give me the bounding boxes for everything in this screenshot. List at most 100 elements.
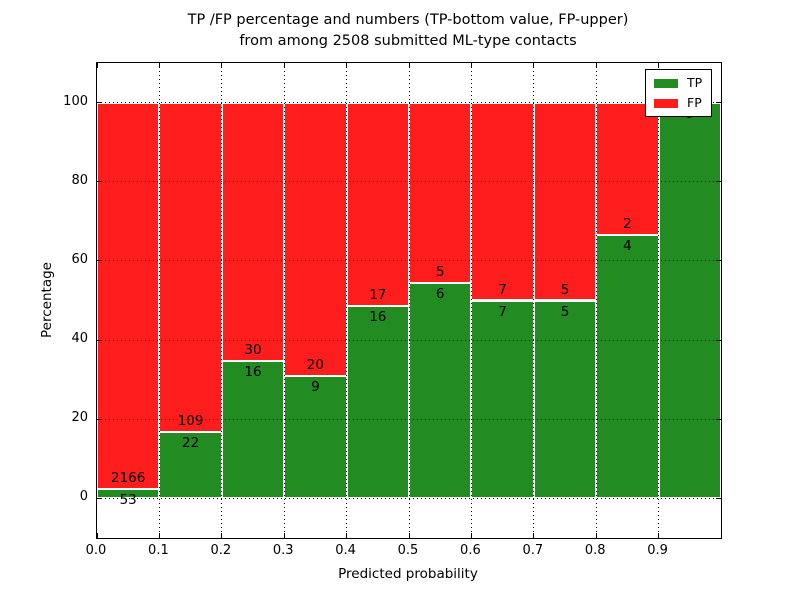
- fp-count-label: 2166: [111, 469, 146, 486]
- tp-count-label: 16: [244, 363, 262, 380]
- fp-count-label: 109: [177, 412, 204, 429]
- x-tick-mark: [470, 533, 472, 538]
- x-tick-label: 0.9: [647, 543, 668, 558]
- y-tick-mark: [97, 339, 102, 341]
- tp-bar-segment: [97, 488, 160, 499]
- tp-count-label: 6: [435, 285, 445, 302]
- x-gridline: [221, 63, 223, 538]
- x-gridline: [595, 63, 597, 538]
- y-tick-label: 0: [79, 489, 88, 505]
- y-tick-mark: [97, 260, 102, 262]
- x-tick-mark: [533, 63, 535, 68]
- legend: TP FP: [645, 69, 713, 117]
- x-gridline: [346, 63, 348, 538]
- x-tick-mark: [658, 63, 660, 68]
- x-tick-label: 0.7: [522, 543, 544, 558]
- tp-count-label: 16: [369, 309, 387, 326]
- x-gridline: [470, 63, 472, 538]
- tp-count-label: 5: [560, 303, 570, 320]
- x-tick-label: 0.1: [148, 543, 169, 558]
- x-tick-mark: [221, 63, 223, 68]
- y-tick-mark: [97, 418, 102, 420]
- legend-item-tp: TP: [654, 76, 702, 90]
- fp-count-label: 7: [498, 281, 507, 298]
- x-tick-label: 0.4: [335, 543, 356, 558]
- fp-bar-segment: [159, 102, 222, 432]
- y-tick-label: 100: [63, 93, 88, 109]
- fp-bar-segment: [409, 102, 472, 283]
- chart-title-line2: from among 2508 submitted ML-type contac…: [239, 33, 577, 49]
- fp-count-label: 5: [560, 281, 570, 298]
- y-tick-mark: [716, 181, 721, 183]
- fp-bar-segment: [533, 102, 597, 301]
- tp-bar-segment: [346, 306, 409, 499]
- y-tick-label: 20: [71, 410, 88, 426]
- fp-bar-segment: [596, 102, 659, 235]
- tp-bar-segment: [596, 234, 659, 499]
- x-tick-mark: [470, 63, 472, 68]
- fp-count-label: 30: [244, 341, 262, 358]
- legend-label-fp: FP: [687, 95, 702, 110]
- x-tick-mark: [96, 533, 98, 538]
- fp-bar-segment: [346, 102, 409, 307]
- legend-item-fp: FP: [654, 96, 702, 110]
- fp-bar-segment: [221, 102, 285, 361]
- tp-bar-segment: [409, 282, 472, 499]
- fp-count-label: 17: [369, 287, 387, 304]
- tp-bar-segment: [471, 300, 534, 499]
- x-tick-label: 0.3: [272, 543, 294, 558]
- tp-bar-segment: [221, 360, 285, 499]
- y-tick-label: 60: [71, 251, 88, 267]
- y-tick-mark: [716, 339, 721, 341]
- x-tick-label: 0.6: [460, 543, 481, 558]
- y-tick-mark: [97, 497, 102, 499]
- tp-count-label: 22: [182, 434, 200, 451]
- x-tick-mark: [346, 533, 348, 538]
- x-gridline: [533, 63, 535, 538]
- chart-title: TP /FP percentage and numbers (TP-bottom…: [96, 10, 720, 52]
- tp-bar-segment: [159, 431, 222, 499]
- x-tick-mark: [158, 63, 160, 68]
- fp-swatch-icon: [654, 98, 678, 108]
- tp-bar-segment: [658, 102, 721, 499]
- tp-count-label: 4: [623, 237, 632, 254]
- fp-bar-segment: [284, 102, 347, 376]
- x-gridline: [158, 63, 160, 538]
- x-tick-mark: [96, 63, 98, 68]
- x-gridline: [658, 63, 660, 538]
- x-tick-label: 0.2: [210, 543, 232, 558]
- x-tick-mark: [346, 63, 348, 68]
- tp-count-label: 9: [311, 378, 320, 395]
- x-tick-mark: [283, 63, 285, 68]
- x-tick-label: 0.0: [85, 543, 107, 558]
- y-tick-label: 80: [71, 172, 88, 188]
- tp-bar-segment: [284, 375, 347, 499]
- y-tick-mark: [716, 497, 721, 499]
- y-tick-mark: [97, 181, 102, 183]
- y-tick-mark: [716, 418, 721, 420]
- x-tick-label: 0.8: [584, 543, 606, 558]
- tp-count-label: 7: [498, 303, 507, 320]
- y-tick-mark: [716, 260, 721, 262]
- x-tick-mark: [658, 533, 660, 538]
- y-tick-label: 40: [71, 331, 88, 347]
- y-tick-mark: [716, 102, 721, 104]
- fp-count-label: 20: [306, 356, 324, 373]
- x-tick-mark: [283, 533, 285, 538]
- x-tick-mark: [158, 533, 160, 538]
- y-tick-mark: [97, 102, 102, 104]
- x-tick-label: 0.5: [397, 543, 419, 558]
- x-tick-mark: [595, 63, 597, 68]
- plot-area: 2166531092230162091716567755249 TP FP: [96, 62, 722, 539]
- x-tick-mark: [408, 533, 410, 538]
- fp-count-label: 5: [435, 263, 445, 280]
- x-tick-mark: [221, 533, 223, 538]
- fp-count-label: 2: [623, 215, 632, 232]
- tp-count-label: 53: [119, 491, 137, 508]
- fp-bar-segment: [97, 102, 160, 489]
- x-gridline: [408, 63, 410, 538]
- tp-bar-segment: [533, 300, 597, 499]
- x-tick-mark: [533, 533, 535, 538]
- x-tick-mark: [408, 63, 410, 68]
